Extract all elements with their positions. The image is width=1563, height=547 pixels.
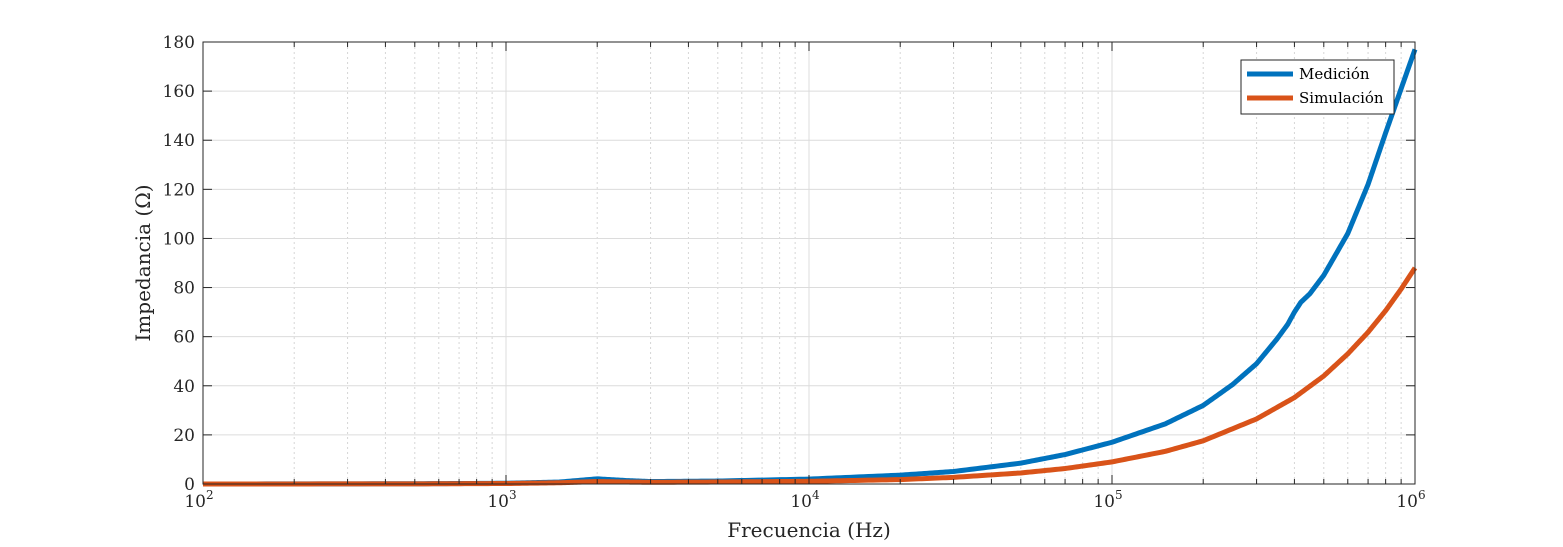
y-tick-label: 120 — [163, 180, 195, 200]
x-tick-exponent: 2 — [206, 488, 214, 502]
x-tick-exponent: 6 — [1418, 488, 1426, 502]
y-axis-label: Impedancia (Ω) — [131, 184, 155, 341]
y-tick-label: 0 — [184, 475, 195, 495]
y-tick-label: 40 — [173, 377, 195, 397]
legend-box — [1240, 59, 1395, 115]
x-axis-label: Frecuencia (Hz) — [727, 518, 891, 542]
y-tick-label: 140 — [163, 131, 195, 151]
y-tick-label: 180 — [163, 33, 195, 53]
y-tick-label: 80 — [173, 279, 195, 299]
series-line-simulacion — [202, 266, 1418, 487]
y-tick-label: 160 — [163, 82, 195, 102]
series-layer — [202, 48, 1418, 487]
x-tick-exponent: 5 — [1115, 488, 1123, 502]
x-tick-exponent: 3 — [509, 488, 517, 502]
legend: Medición Simulación — [1240, 59, 1395, 115]
y-tick-label: 60 — [173, 328, 195, 348]
y-tick-label: 100 — [163, 229, 195, 249]
legend-label-medicion: Medición — [1299, 65, 1370, 83]
x-tick-exponent: 4 — [812, 488, 820, 502]
tick-marks — [202, 41, 1416, 485]
minor-grid — [293, 42, 1402, 484]
x-tick-labels: 102 103 104 105 106 — [184, 488, 1425, 512]
y-tick-labels: 0 20 40 60 80 100 120 140 160 180 — [163, 33, 195, 495]
y-tick-label: 20 — [173, 426, 195, 446]
legend-label-simulacion: Simulación — [1299, 89, 1384, 107]
